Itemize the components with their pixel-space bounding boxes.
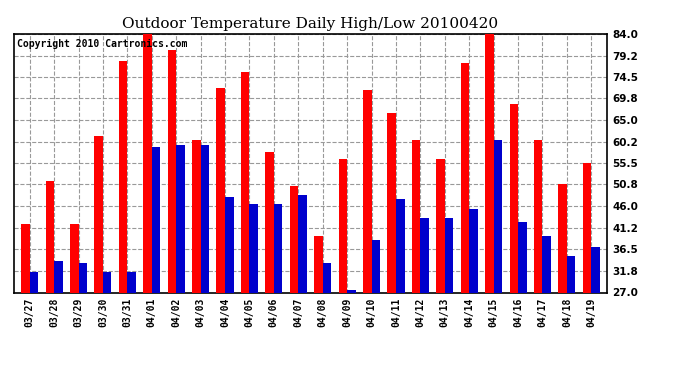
Bar	[518, 222, 526, 292]
Bar	[485, 34, 493, 292]
Bar	[420, 217, 429, 292]
Bar	[493, 140, 502, 292]
Bar	[509, 104, 518, 292]
Bar	[339, 159, 347, 292]
Bar	[21, 224, 30, 292]
Bar	[266, 152, 274, 292]
Bar	[461, 63, 469, 292]
Bar	[241, 72, 250, 292]
Bar	[168, 50, 176, 292]
Bar	[534, 140, 542, 292]
Bar	[217, 88, 225, 292]
Bar	[144, 34, 152, 292]
Bar	[290, 186, 298, 292]
Bar	[363, 90, 371, 292]
Bar	[103, 272, 112, 292]
Bar	[225, 197, 234, 292]
Bar	[542, 236, 551, 292]
Bar	[445, 217, 453, 292]
Bar	[95, 136, 103, 292]
Bar	[558, 184, 567, 292]
Bar	[436, 159, 445, 292]
Bar	[30, 272, 38, 292]
Bar	[314, 236, 323, 292]
Bar	[323, 263, 331, 292]
Bar	[250, 204, 258, 292]
Bar	[387, 113, 396, 292]
Bar	[371, 240, 380, 292]
Bar	[396, 200, 404, 292]
Bar	[192, 140, 201, 292]
Bar	[412, 140, 420, 292]
Bar	[54, 261, 63, 292]
Bar	[70, 224, 79, 292]
Title: Outdoor Temperature Daily High/Low 20100420: Outdoor Temperature Daily High/Low 20100…	[122, 17, 499, 31]
Bar	[119, 61, 128, 292]
Text: Copyright 2010 Cartronics.com: Copyright 2010 Cartronics.com	[17, 39, 187, 49]
Bar	[583, 163, 591, 292]
Bar	[298, 195, 307, 292]
Bar	[176, 145, 185, 292]
Bar	[128, 272, 136, 292]
Bar	[274, 204, 282, 292]
Bar	[347, 290, 355, 292]
Bar	[591, 247, 600, 292]
Bar	[469, 209, 477, 292]
Bar	[201, 145, 209, 292]
Bar	[46, 181, 54, 292]
Bar	[567, 256, 575, 292]
Bar	[152, 147, 160, 292]
Bar	[79, 263, 87, 292]
